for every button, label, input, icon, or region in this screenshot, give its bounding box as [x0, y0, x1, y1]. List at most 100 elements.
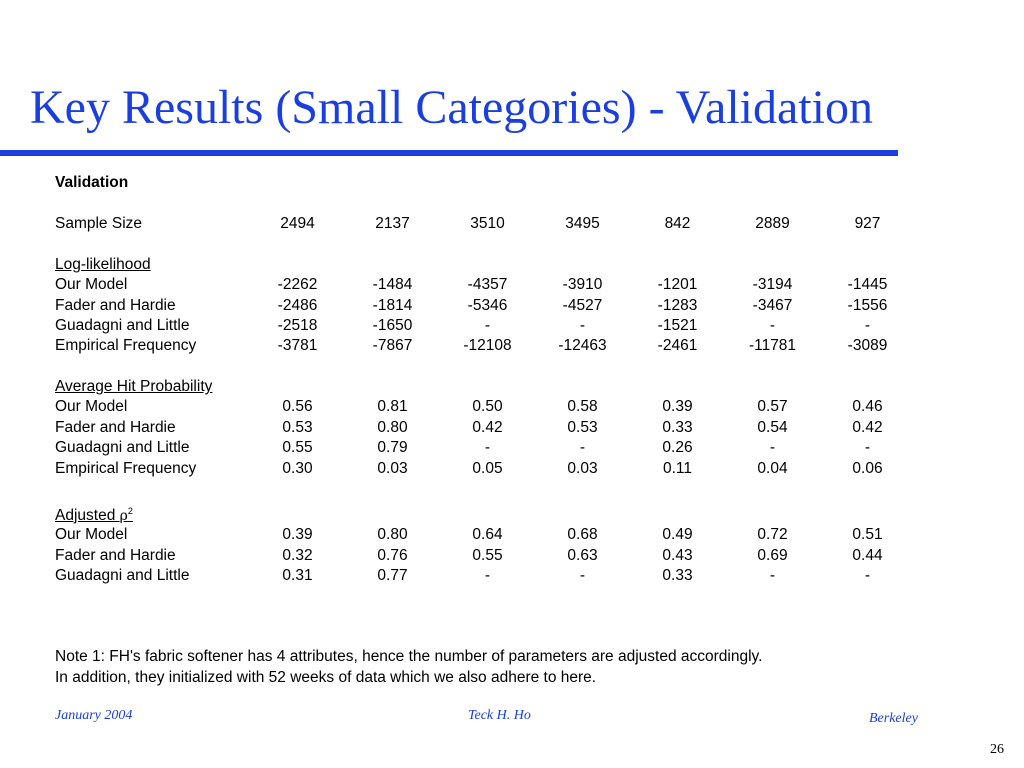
table-cell: 0.31	[282, 567, 313, 585]
table-cell: 0.79	[377, 439, 408, 457]
table-cell: -3910	[562, 276, 603, 294]
table-cell: -1650	[372, 316, 413, 334]
row-label: Empirical Frequency	[55, 459, 197, 477]
table-row: Our Model 0.56 0.81 0.50 0.58 0.39 0.57 0.46	[55, 397, 915, 417]
table-heading: Validation	[55, 174, 129, 192]
table-row: Guadagni and Little 0.31 0.77 - - 0.33 - -	[55, 566, 915, 586]
table-cell: 0.06	[852, 459, 883, 477]
table-row: Our Model -2262 -1484 -4357 -3910 -1201 -3194 -…	[55, 275, 915, 295]
row-label: Our Model	[55, 526, 128, 544]
row-label: Fader and Hardie	[55, 546, 176, 564]
table-heading-row: Validation	[55, 173, 915, 193]
table-cell: -3467	[752, 296, 793, 314]
table-cell: -5346	[467, 296, 508, 314]
table-cell: 0.03	[567, 459, 598, 477]
section-title-row: Average Hit Probability	[55, 377, 915, 397]
note: Note 1: FH's fabric softener has 4 attri…	[55, 647, 762, 688]
table-cell: -	[484, 439, 491, 457]
table-cell: -12463	[558, 337, 607, 355]
spacer-row	[55, 234, 915, 254]
table-cell: -	[769, 567, 776, 585]
table-cell: 0.76	[377, 546, 408, 564]
table-cell: -2486	[277, 296, 318, 314]
footer-author: Teck H. Ho	[468, 708, 531, 723]
table-cell: 0.63	[567, 546, 598, 564]
spacer-row	[55, 193, 915, 213]
section-title: Average Hit Probability	[55, 378, 213, 396]
table-cell: 0.33	[662, 418, 693, 436]
table-cell: 0.03	[377, 459, 408, 477]
footer-organization: Berkeley	[869, 711, 918, 726]
table-cell: 0.33	[662, 567, 693, 585]
table-cell: -2518	[277, 316, 318, 334]
table-cell: 0.80	[377, 526, 408, 544]
table-cell: 0.56	[282, 398, 313, 416]
table-cell: 0.51	[852, 526, 883, 544]
spacer-row	[55, 479, 915, 505]
table-cell: -7867	[372, 337, 413, 355]
table-cell: 927	[854, 214, 881, 232]
table-cell: -	[484, 316, 491, 334]
table-cell: 0.53	[282, 418, 313, 436]
table-cell: 842	[664, 214, 691, 232]
table-cell: 0.39	[282, 526, 313, 544]
table-cell: 0.54	[757, 418, 788, 436]
table-cell: -	[484, 567, 491, 585]
table-cell: 0.30	[282, 459, 313, 477]
superscript: 2	[127, 505, 133, 516]
table-cell: -3781	[277, 337, 318, 355]
table-cell: 0.55	[472, 546, 503, 564]
table-cell: 0.72	[757, 526, 788, 544]
table-cell: -2262	[277, 276, 318, 294]
table-cell: -	[579, 567, 586, 585]
table-cell: 3495	[565, 214, 600, 232]
table-cell: -	[864, 567, 871, 585]
row-label: Fader and Hardie	[55, 418, 176, 436]
table-cell: 0.58	[567, 398, 598, 416]
table-cell: 0.53	[567, 418, 598, 436]
table-row: Fader and Hardie 0.32 0.76 0.55 0.63 0.43 0.69…	[55, 546, 915, 566]
title-divider	[0, 150, 898, 156]
table-cell: 3510	[470, 214, 505, 232]
table-cell: -1445	[847, 276, 888, 294]
table-cell: 2494	[280, 214, 315, 232]
results-table: Validation Sample Size 2494 2137 3510 3495 842…	[55, 173, 915, 586]
table-cell: 0.81	[377, 398, 408, 416]
table-cell: -12108	[463, 337, 512, 355]
results-table-body: Validation Sample Size 2494 2137 3510 3495 842…	[55, 173, 915, 586]
table-cell: -4527	[562, 296, 603, 314]
table-cell: 2889	[755, 214, 790, 232]
table-cell: 0.68	[567, 526, 598, 544]
table-cell: -	[579, 316, 586, 334]
table-cell: -3194	[752, 276, 793, 294]
table-row: Empirical Frequency 0.30 0.03 0.05 0.03 0.11 0…	[55, 458, 915, 478]
table-cell: -	[864, 439, 871, 457]
table-cell: 0.43	[662, 546, 693, 564]
rho-symbol: ρ	[119, 507, 128, 524]
table-cell: -	[864, 316, 871, 334]
row-label: Our Model	[55, 398, 128, 416]
row-label: Our Model	[55, 276, 128, 294]
table-cell: -1521	[657, 316, 698, 334]
section-title: Adjusted ρ2	[55, 505, 133, 524]
spacer-row	[55, 357, 915, 377]
table-cell: 0.42	[852, 418, 883, 436]
table-row: Our Model 0.39 0.80 0.64 0.68 0.49 0.72 0.51	[55, 525, 915, 545]
table-cell: 0.04	[757, 459, 788, 477]
table-cell: -2461	[657, 337, 698, 355]
table-cell: 0.64	[472, 526, 503, 544]
table-cell: -1814	[372, 296, 413, 314]
table-cell: -	[769, 439, 776, 457]
table-cell: 0.80	[377, 418, 408, 436]
table-cell: 0.32	[282, 546, 313, 564]
table-cell: 0.39	[662, 398, 693, 416]
table-cell: 0.26	[662, 439, 693, 457]
table-cell: -1556	[847, 296, 888, 314]
table-cell: 0.69	[757, 546, 788, 564]
footer-date: January 2004	[55, 708, 133, 723]
row-label: Guadagni and Little	[55, 316, 190, 334]
table-cell: 0.44	[852, 546, 883, 564]
table-cell: -4357	[467, 276, 508, 294]
row-label: Empirical Frequency	[55, 337, 197, 355]
table-cell: 0.05	[472, 459, 503, 477]
